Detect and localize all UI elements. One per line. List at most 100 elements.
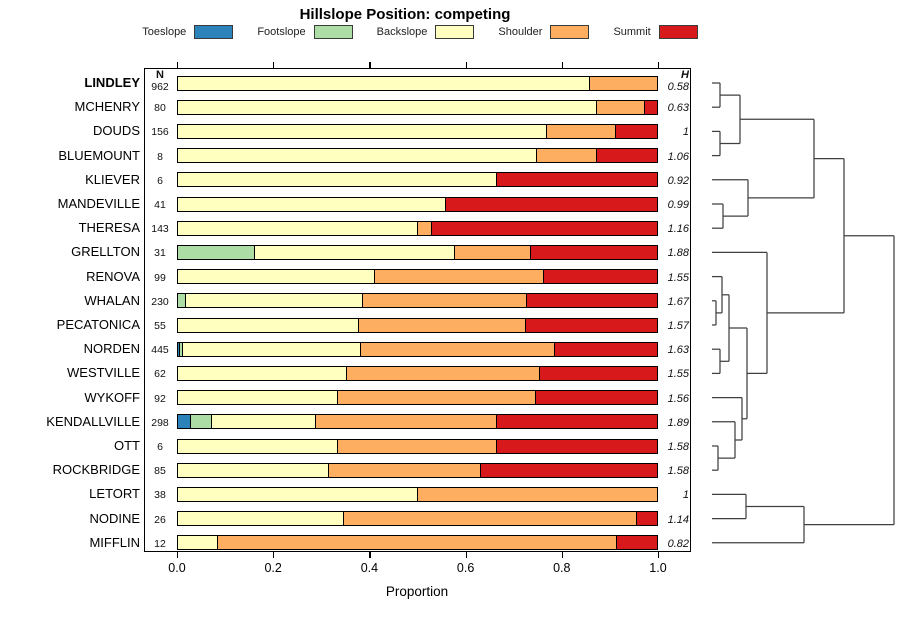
n-value: 31 <box>154 247 166 260</box>
bar-segment-shoulder <box>454 245 532 259</box>
x-axis-tick-label: 0.2 <box>264 561 282 575</box>
h-column-header: H <box>681 69 689 81</box>
legend-label: Shoulder <box>498 26 543 38</box>
h-value: 1.16 <box>667 223 689 236</box>
h-value: 1.57 <box>667 320 689 332</box>
legend-swatch-backslope <box>435 25 475 39</box>
bar-segment-footslope <box>180 342 183 356</box>
legend-item-summit: Summit <box>613 25 698 39</box>
dendrogram <box>712 82 895 544</box>
row-label: PECATONICA <box>56 317 140 332</box>
x-axis-tick <box>177 552 179 558</box>
n-value: 445 <box>151 344 169 357</box>
legend-label: Backslope <box>376 26 428 38</box>
bar-segment-shoulder <box>537 149 598 163</box>
n-value: 99 <box>154 271 166 284</box>
row-label: LINDLEY <box>84 75 140 90</box>
row-label: KENDALLVILLE <box>46 413 140 429</box>
legend-swatch-toeslope <box>194 25 234 39</box>
bar-segment-summit <box>480 463 657 477</box>
stacked-bar <box>177 365 658 381</box>
bar-segment-shoulder <box>597 100 646 114</box>
bar-segment-summit <box>431 221 657 235</box>
n-value: 12 <box>154 537 166 550</box>
bar-segment-summit <box>539 366 657 380</box>
row-label: WYKOFF <box>84 389 140 405</box>
x-axis-tick-label: 0.8 <box>553 561 571 575</box>
x-axis-tick <box>465 552 467 558</box>
legend-item-backslope: Backslope <box>377 25 475 39</box>
legend-label: Footslope <box>257 26 306 38</box>
legend-item-footslope: Footslope <box>257 25 353 39</box>
bar-segment-shoulder <box>217 536 618 550</box>
h-value: 1.88 <box>667 247 689 260</box>
bar-segment-footslope <box>178 245 255 259</box>
n-value: 55 <box>154 320 166 332</box>
bar-segment-summit <box>496 415 657 429</box>
legend-swatch-shoulder <box>550 25 590 39</box>
bar-segment-summit <box>554 342 657 356</box>
n-value: 92 <box>154 392 166 405</box>
h-value: 0.92 <box>667 174 689 187</box>
legend-swatch-footslope <box>313 25 353 39</box>
x-axis-tick-label: 0.6 <box>456 561 475 575</box>
bar-segment-backslope <box>178 173 498 187</box>
x-axis-tick-top <box>369 62 371 68</box>
bar-segment-footslope <box>178 294 187 308</box>
stacked-bar <box>177 511 658 527</box>
x-axis-tick-label: 0.4 <box>360 561 379 575</box>
h-value: 0.82 <box>667 537 689 550</box>
bar-segment-toeslope <box>178 415 192 429</box>
stacked-bar <box>177 341 658 357</box>
bar-segment-summit <box>615 124 657 138</box>
stacked-bar <box>177 293 658 309</box>
h-value: 1 <box>682 126 689 139</box>
bar-segment-backslope <box>178 391 339 405</box>
bar-segment-shoulder <box>315 415 497 429</box>
bar-segment-shoulder <box>337 439 497 453</box>
row-label: DOUDS <box>93 123 140 139</box>
x-axis-tick-label: 0.0 <box>168 561 186 575</box>
n-value: 41 <box>154 199 166 211</box>
bar-segment-backslope <box>178 149 538 163</box>
bar-segment-summit <box>531 245 657 259</box>
bar-segment-shoulder <box>375 270 545 284</box>
row-label: OTT <box>114 438 140 453</box>
bar-segment-backslope <box>178 197 447 211</box>
stacked-bar <box>177 148 658 164</box>
n-value: 38 <box>154 489 166 502</box>
bar-segment-shoulder <box>347 366 540 380</box>
bar-segment-shoulder <box>328 463 481 477</box>
bar-segment-summit <box>446 197 657 211</box>
bar-segment-backslope <box>178 318 360 332</box>
n-value: 8 <box>157 150 163 163</box>
row-label: WHALAN <box>84 292 140 308</box>
row-label: THERESA <box>78 220 140 236</box>
stacked-bar <box>177 486 658 502</box>
bar-segment-shoulder <box>363 294 527 308</box>
bar-segment-shoulder <box>589 76 657 90</box>
bar-segment-backslope <box>178 76 590 90</box>
n-value: 298 <box>151 416 169 429</box>
bar-segment-shoulder <box>338 391 537 405</box>
bar-segment-summit <box>536 391 657 405</box>
bar-segment-backslope <box>254 245 455 259</box>
stacked-bar <box>177 438 658 454</box>
x-axis-title: Proportion <box>385 584 449 599</box>
n-value: 962 <box>151 81 169 93</box>
h-value: 1.89 <box>667 416 689 429</box>
bar-segment-backslope <box>178 439 338 453</box>
legend-label: Summit <box>613 26 651 38</box>
stacked-bar <box>177 317 658 333</box>
row-label: KLIEVER <box>85 171 140 187</box>
bar-segment-footslope <box>191 415 212 429</box>
x-axis-tick-top <box>658 62 660 68</box>
h-value: 1.56 <box>667 392 689 405</box>
bar-segment-summit <box>617 536 657 550</box>
plot-box <box>144 68 691 552</box>
legend-swatch-summit <box>658 25 698 39</box>
x-axis-tick-top <box>561 62 563 68</box>
stacked-bar <box>177 535 658 551</box>
bar-segment-shoulder <box>546 124 616 138</box>
bar-segment-shoulder <box>343 512 638 526</box>
